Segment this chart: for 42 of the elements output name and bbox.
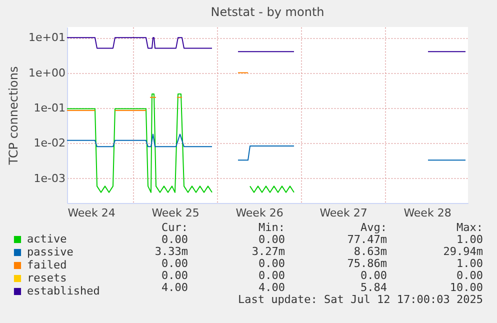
text: 0.00 (360, 269, 387, 282)
x-tick-label: Week 26 (236, 206, 284, 220)
text: 0.00 (258, 269, 285, 282)
text: 0.00 (162, 257, 188, 270)
y-tick-label: 1e-03 (34, 172, 66, 185)
y-tick-label: 1e-01 (34, 101, 66, 114)
text: 1.00 (456, 233, 483, 246)
text: Cur: (162, 221, 188, 234)
text: 4.00 (162, 281, 188, 295)
text: 75.86m (347, 257, 387, 270)
y-tick-label: 1e-02 (34, 136, 66, 150)
text: 4.00 (258, 281, 285, 294)
text: 3.27m (252, 245, 285, 258)
text: 1.00 (456, 257, 483, 270)
x-tick-label: Week 25 (152, 206, 200, 220)
text: Max: (456, 221, 483, 234)
text: 29.94m (443, 245, 483, 258)
text: 0.00 (258, 233, 285, 246)
legend-label: passive (27, 246, 74, 258)
legend-label: resets (27, 272, 67, 284)
x-tick-label: Week 28 (404, 206, 452, 220)
legend-label: active (27, 232, 67, 246)
text: Avg: (360, 221, 387, 235)
x-tick-label: Week 27 (320, 206, 368, 220)
text: 10.00 (450, 281, 483, 294)
text: Min: (258, 221, 285, 234)
y-tick-label: 1e+01 (28, 31, 66, 44)
legend-label: failed (27, 258, 67, 272)
text: 0.00 (456, 269, 483, 282)
legend-label: established (27, 284, 100, 298)
x-tick-label: Week 24 (68, 206, 116, 220)
text: 0.00 (162, 233, 188, 246)
text: 0.00 (258, 257, 285, 270)
text: 5.84 (360, 281, 387, 294)
text: 0.00 (162, 269, 188, 282)
text: 3.33m (154, 245, 188, 258)
text: 77.47m (347, 233, 387, 246)
y-axis-title: TCP connections (6, 66, 21, 166)
text: Last update: Sat Jul 12 17:00:03 2025 (238, 293, 483, 307)
y-tick-label: 1e+00 (28, 66, 66, 80)
text: 8.63m (354, 245, 387, 258)
chart-title: Netstat - by month (210, 5, 324, 19)
